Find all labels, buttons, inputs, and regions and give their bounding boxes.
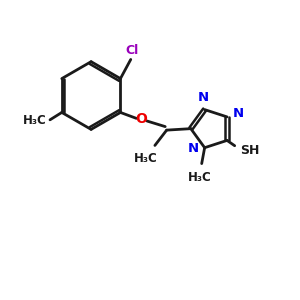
Text: H₃C: H₃C (134, 152, 158, 165)
Text: Cl: Cl (126, 44, 139, 56)
Text: N: N (198, 91, 209, 104)
Text: SH: SH (240, 144, 259, 157)
Text: H₃C: H₃C (23, 114, 47, 127)
Text: O: O (136, 112, 148, 126)
Text: N: N (232, 107, 244, 120)
Text: N: N (188, 142, 199, 155)
Text: H₃C: H₃C (188, 171, 211, 184)
